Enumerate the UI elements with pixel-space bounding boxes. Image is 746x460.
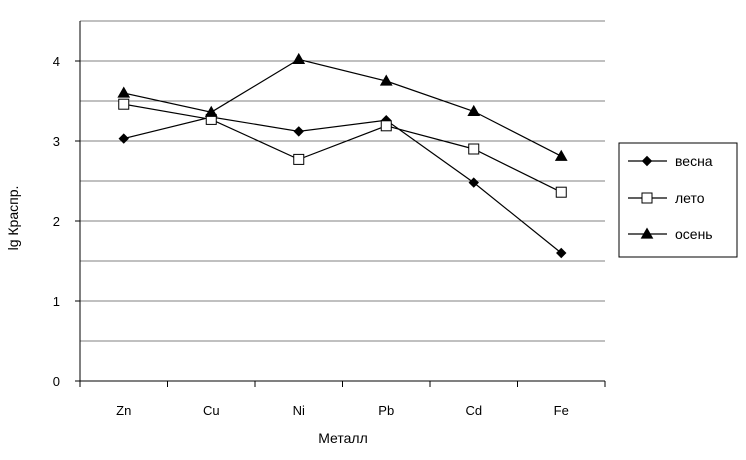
- data-point: [468, 143, 480, 155]
- data-point: [204, 105, 218, 117]
- y-tick-label: 3: [53, 134, 60, 149]
- series-line: [123, 58, 562, 157]
- series-line: [123, 103, 562, 193]
- x-tick-label: Cu: [203, 403, 220, 418]
- y-tick-label: 1: [53, 294, 60, 309]
- data-point: [468, 177, 479, 188]
- legend-label: весна: [675, 153, 713, 169]
- data-point: [293, 126, 304, 137]
- data-point: [118, 133, 129, 144]
- legend: весна лето осень: [618, 142, 738, 258]
- legend-item: осень: [628, 226, 713, 242]
- series-лето: [118, 98, 567, 198]
- data-point: [293, 153, 305, 165]
- data-point: [379, 74, 393, 86]
- series-line: [123, 116, 562, 254]
- series-layer: [117, 52, 568, 259]
- x-tick-label: Fe: [554, 403, 569, 418]
- legend-label: лето: [675, 190, 705, 206]
- y-tick-label: 0: [53, 374, 60, 389]
- data-point: [554, 149, 568, 161]
- x-axis-title: Металл: [318, 430, 368, 446]
- data-point: [467, 104, 481, 117]
- legend-item: весна: [628, 153, 713, 169]
- series-осень: [117, 52, 568, 161]
- data-point: [118, 98, 130, 110]
- y-axis-title: lg Краспр.: [5, 186, 21, 251]
- data-point: [292, 52, 306, 65]
- axes: 0 1 2 3 4 Zn Cu Ni Pb Cd Fe: [53, 21, 606, 418]
- legend-box: [618, 142, 738, 258]
- y-tick-label: 4: [53, 54, 60, 69]
- legend-label: осень: [675, 226, 713, 242]
- legend-marker: [641, 192, 653, 204]
- legend-item: лето: [628, 190, 705, 206]
- y-tick-label: 2: [53, 214, 60, 229]
- legend-marker: [640, 227, 654, 239]
- legend-marker: [641, 155, 653, 167]
- data-point: [380, 120, 392, 132]
- x-tick-label: Pb: [378, 403, 394, 418]
- data-point: [117, 86, 131, 98]
- series-весна: [118, 111, 567, 259]
- data-point: [556, 247, 567, 259]
- x-tick-label: Zn: [116, 403, 131, 418]
- x-tick-label: Ni: [293, 403, 305, 418]
- gridlines: [80, 20, 605, 342]
- data-point: [555, 186, 567, 198]
- x-tick-label: Cd: [465, 403, 482, 418]
